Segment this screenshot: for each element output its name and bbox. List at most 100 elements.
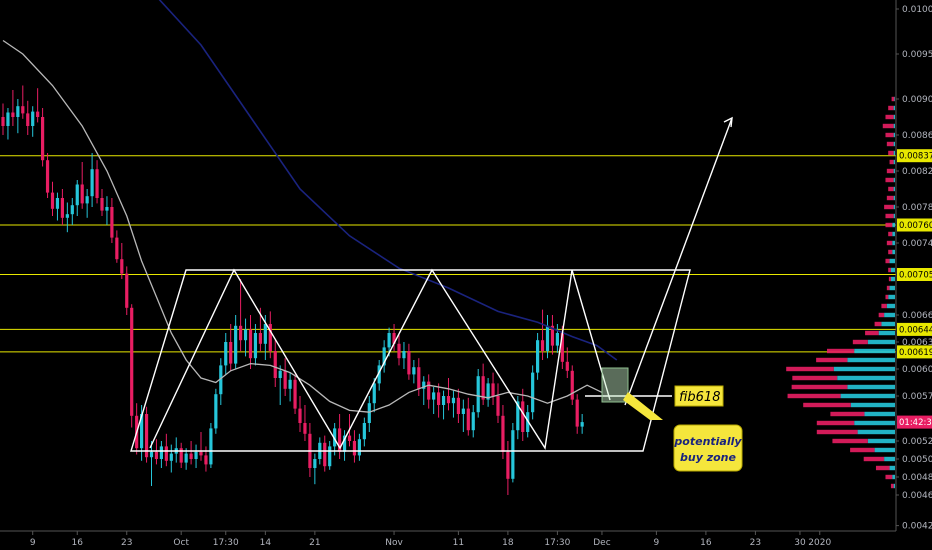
volume-bar-down-30 [886,168,894,174]
candle-body-84 [417,367,421,389]
candle-body-23 [115,237,119,260]
candle-body-104 [516,401,520,431]
volume-bar-up-30 [893,168,895,174]
drawing-tools[interactable] [130,116,733,452]
candle-body-37 [184,453,188,463]
candle-body-24 [120,259,124,274]
level-tag-label-2: 0.00705 [899,271,932,281]
candle-body-15 [75,184,79,206]
x-tick-label-3: Oct [173,538,189,548]
fib-callout[interactable]: fib618 [674,385,724,407]
y-tick-label-15: 0.00426 [902,522,932,532]
volume-bar-down-32 [888,150,894,156]
candle-body-99 [491,383,495,396]
breakout-projection-arrow[interactable] [624,117,733,406]
volume-bar-up-35 [893,123,895,129]
candle-body-20 [100,198,104,211]
volume-bar-up-38 [894,96,895,102]
candle-body-2 [11,112,15,117]
x-tick-label-11: Dec [593,538,610,548]
volume-bar-up-32 [893,150,895,156]
candle-body-58 [288,379,292,389]
horizontal-levels [0,155,896,353]
candle-body-31 [154,451,159,459]
channel-parallelogram[interactable] [130,269,691,452]
candle-body-16 [80,184,84,204]
candle-body-82 [407,351,411,375]
volume-bar-up-22 [892,240,895,246]
volume-bar-down-23 [888,231,893,237]
volume-bar-down-22 [886,240,893,246]
candle-body-6 [31,111,35,126]
candle-body-74 [367,403,371,423]
x-tick-label-9: 18 [502,538,514,548]
volume-bar-up-26 [893,204,895,210]
volume-bar-up-13 [881,321,895,327]
candle-body-5 [26,113,30,126]
candle-body-12 [60,198,64,218]
candle-body-109 [540,340,545,351]
x-tick-label-16: 2020 [808,538,831,548]
x-tick-label-10: 17:30 [544,538,570,548]
zigzag-projection[interactable] [149,268,611,450]
volume-bar-down-19 [888,267,891,273]
candle-body-19 [95,169,99,198]
current-price-label: 01:42:30 [899,418,932,428]
candle-body-56 [278,370,282,378]
candle-body-94 [466,408,470,431]
candle-body-11 [55,198,60,209]
buy-zone-callout[interactable]: potentially buy zone [623,392,743,472]
candle-body-92 [456,397,460,414]
volume-bar-down-25 [885,213,894,219]
candle-body-115 [570,370,574,400]
candle-body-40 [199,451,203,456]
candle-body-63 [313,459,317,468]
volume-bar-down-15 [881,303,887,309]
candle-body-59 [293,379,297,409]
volume-bar-up-21 [892,249,895,255]
volume-bar-down-28 [888,186,894,192]
volume-bar-up-7 [837,375,895,381]
ma-fast-line [2,39,603,413]
volume-bar-up-33 [893,141,895,147]
x-tick-label-2: 23 [121,538,132,548]
candle-body-90 [446,396,451,404]
candle-body-17 [85,196,89,204]
level-tag-label-4: 0.00619 [899,348,932,358]
candle-body-4 [21,106,25,114]
candle-body-60 [298,408,302,423]
buy-zone-rect[interactable] [601,367,629,403]
x-tick-label-6: 21 [309,538,320,548]
volume-bar-down-11 [852,339,868,345]
volume-bar-up-15 [886,303,895,309]
volume-bar-down-29 [885,177,894,183]
candle-body-50 [248,329,253,359]
candle-body-48 [239,325,243,341]
volume-bar-up-42 [892,474,895,480]
volume-bar-up-8 [833,366,895,372]
level-tag-bg-4 [897,345,932,359]
candle-body-67 [333,428,337,447]
level-tag-label-0: 0.00837 [899,152,932,162]
volume-bar-down-34 [885,132,894,138]
volume-bar-down-33 [886,141,894,147]
volume-bar-up-41 [889,465,895,471]
level-price-tags: 0.00837 0.00760 0.00705 0.00644 0.00619 [897,149,932,359]
candle-body-21 [105,207,109,211]
candle-body-1 [6,112,10,126]
level-tag-bg-1 [897,218,932,232]
x-tick-label-7: Nov [385,538,403,548]
buy-zone-line2: buy zone [680,451,736,464]
candle-body-7 [36,111,40,117]
volume-bar-up-24 [892,222,895,228]
volume-bar-down-10 [827,348,855,354]
candle-body-53 [263,324,267,344]
candle-body-75 [372,383,376,404]
fib-callout-text: fib618 [679,390,720,405]
volume-bar-down-21 [888,249,893,255]
